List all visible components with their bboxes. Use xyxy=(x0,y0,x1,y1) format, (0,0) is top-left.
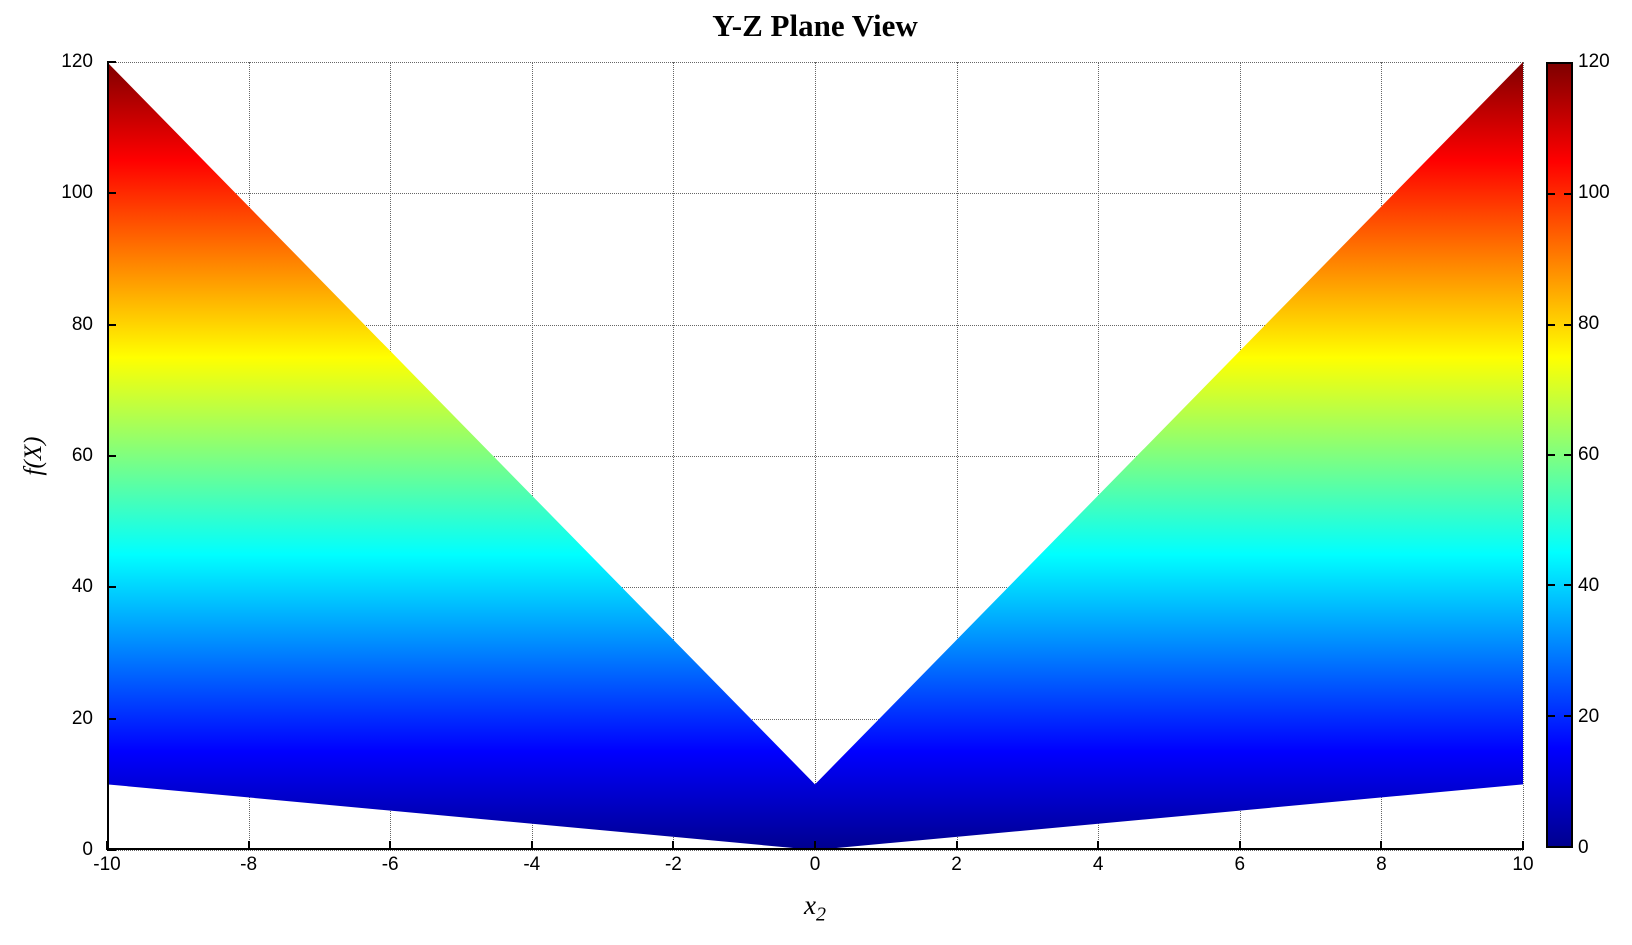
y-tick-labels: 0 20 40 60 80 100 120 xyxy=(0,51,100,860)
colorbar-label-0: 0 xyxy=(1578,837,1589,858)
colorbar-tick-20 xyxy=(1564,714,1571,717)
grid-line-y-20 xyxy=(107,718,1523,720)
surface-region xyxy=(107,62,1523,850)
x-axis-label-subscript: 2 xyxy=(815,903,826,926)
colorbar-tick-80 xyxy=(1548,323,1555,326)
y-tick-60 xyxy=(107,455,116,457)
x-tick--2 xyxy=(672,841,675,850)
colorbar-label-20: 20 xyxy=(1578,706,1600,727)
colorbar-tick-80 xyxy=(1564,323,1571,326)
colorbar-label-80: 80 xyxy=(1578,312,1600,334)
colorbar-tick-60 xyxy=(1564,454,1571,456)
colorbar-tick-40 xyxy=(1564,584,1571,587)
y-tick-label-60: 60 xyxy=(71,445,93,466)
y-tick-20 xyxy=(107,717,116,720)
y-tick-label-40: 40 xyxy=(71,576,93,598)
surface-fill xyxy=(107,62,1523,850)
x-tick-label-10: 10 xyxy=(1512,854,1534,875)
x-tick-8 xyxy=(1380,841,1383,850)
colorbar-label-100: 100 xyxy=(1578,181,1610,203)
colorbar-label-40: 40 xyxy=(1578,574,1600,596)
y-tick-label-0: 0 xyxy=(82,839,93,860)
x-tick-label--2: -2 xyxy=(664,854,682,875)
colorbar-tick-40 xyxy=(1548,584,1555,587)
colorbar-tick-100 xyxy=(1564,193,1571,196)
x-tick-label--8: -8 xyxy=(240,854,258,875)
x-tick-label-4: 4 xyxy=(1092,854,1104,875)
colorbar-tick-labels: 0 20 40 60 80 100 120 xyxy=(1578,51,1628,858)
grid-line-y-40 xyxy=(107,587,1523,589)
y-tick-label-80: 80 xyxy=(71,313,93,335)
colorbar-tick-100 xyxy=(1548,193,1555,196)
x-tick--6 xyxy=(389,841,392,850)
x-tick--10 xyxy=(106,841,108,850)
y-tick-label-120: 120 xyxy=(61,51,93,72)
colorbar xyxy=(1546,62,1573,848)
grid-line-y-0 xyxy=(107,850,1523,851)
grid-line-x-10 xyxy=(1523,62,1524,850)
x-tick-label-8: 8 xyxy=(1376,854,1387,875)
x-tick-label-6: 6 xyxy=(1234,854,1246,875)
grid-line-y-60 xyxy=(107,456,1523,457)
x-axis-label: x2 xyxy=(107,890,1523,926)
y-axis-label: f(X) xyxy=(20,436,47,476)
x-tick-label--10: -10 xyxy=(93,854,121,875)
x-tick--8 xyxy=(247,841,250,850)
plot-area xyxy=(106,61,1524,851)
colorbar-tick-20 xyxy=(1548,714,1555,717)
colorbar-tick-60 xyxy=(1548,454,1555,456)
y-tick-100 xyxy=(107,192,116,195)
chart-title: Y-Z Plane View xyxy=(712,8,918,43)
colorbar-label-120: 120 xyxy=(1578,51,1610,72)
y-tick-80 xyxy=(107,323,116,326)
x-tick-label-2: 2 xyxy=(951,854,962,875)
y-tick-label-100: 100 xyxy=(61,182,93,204)
grid-line-y-100 xyxy=(107,193,1523,195)
colorbar-label-60: 60 xyxy=(1578,444,1600,465)
y-tick-0 xyxy=(107,849,116,851)
x-tick-label--6: -6 xyxy=(381,854,399,875)
x-tick--4 xyxy=(530,841,533,850)
x-tick-label-0: 0 xyxy=(809,854,821,875)
grid-line-y-80 xyxy=(107,324,1523,326)
y-tick-label-20: 20 xyxy=(71,707,93,729)
x-tick-labels: -10 -8 -6 -4 -2 0 2 4 6 8 10 xyxy=(93,854,1533,880)
y-tick-40 xyxy=(107,586,116,589)
y-tick-120 xyxy=(107,61,116,63)
x-axis-label-main: x xyxy=(804,890,816,920)
x-tick-0 xyxy=(814,841,816,850)
grid-line-y-120 xyxy=(107,62,1523,63)
x-tick-4 xyxy=(1097,841,1100,850)
x-tick-10 xyxy=(1522,841,1524,850)
colorbar-gradient xyxy=(1548,64,1571,846)
x-tick-label--4: -4 xyxy=(523,854,541,875)
x-tick-6 xyxy=(1238,841,1241,850)
x-tick-2 xyxy=(955,841,958,850)
